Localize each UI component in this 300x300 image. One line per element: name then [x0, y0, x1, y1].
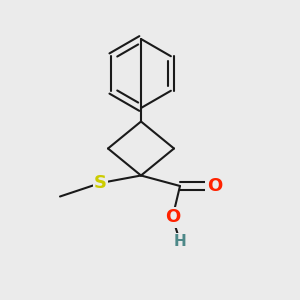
Text: S: S — [94, 174, 107, 192]
Text: H: H — [174, 234, 186, 249]
Text: O: O — [207, 177, 222, 195]
Text: O: O — [165, 208, 180, 226]
